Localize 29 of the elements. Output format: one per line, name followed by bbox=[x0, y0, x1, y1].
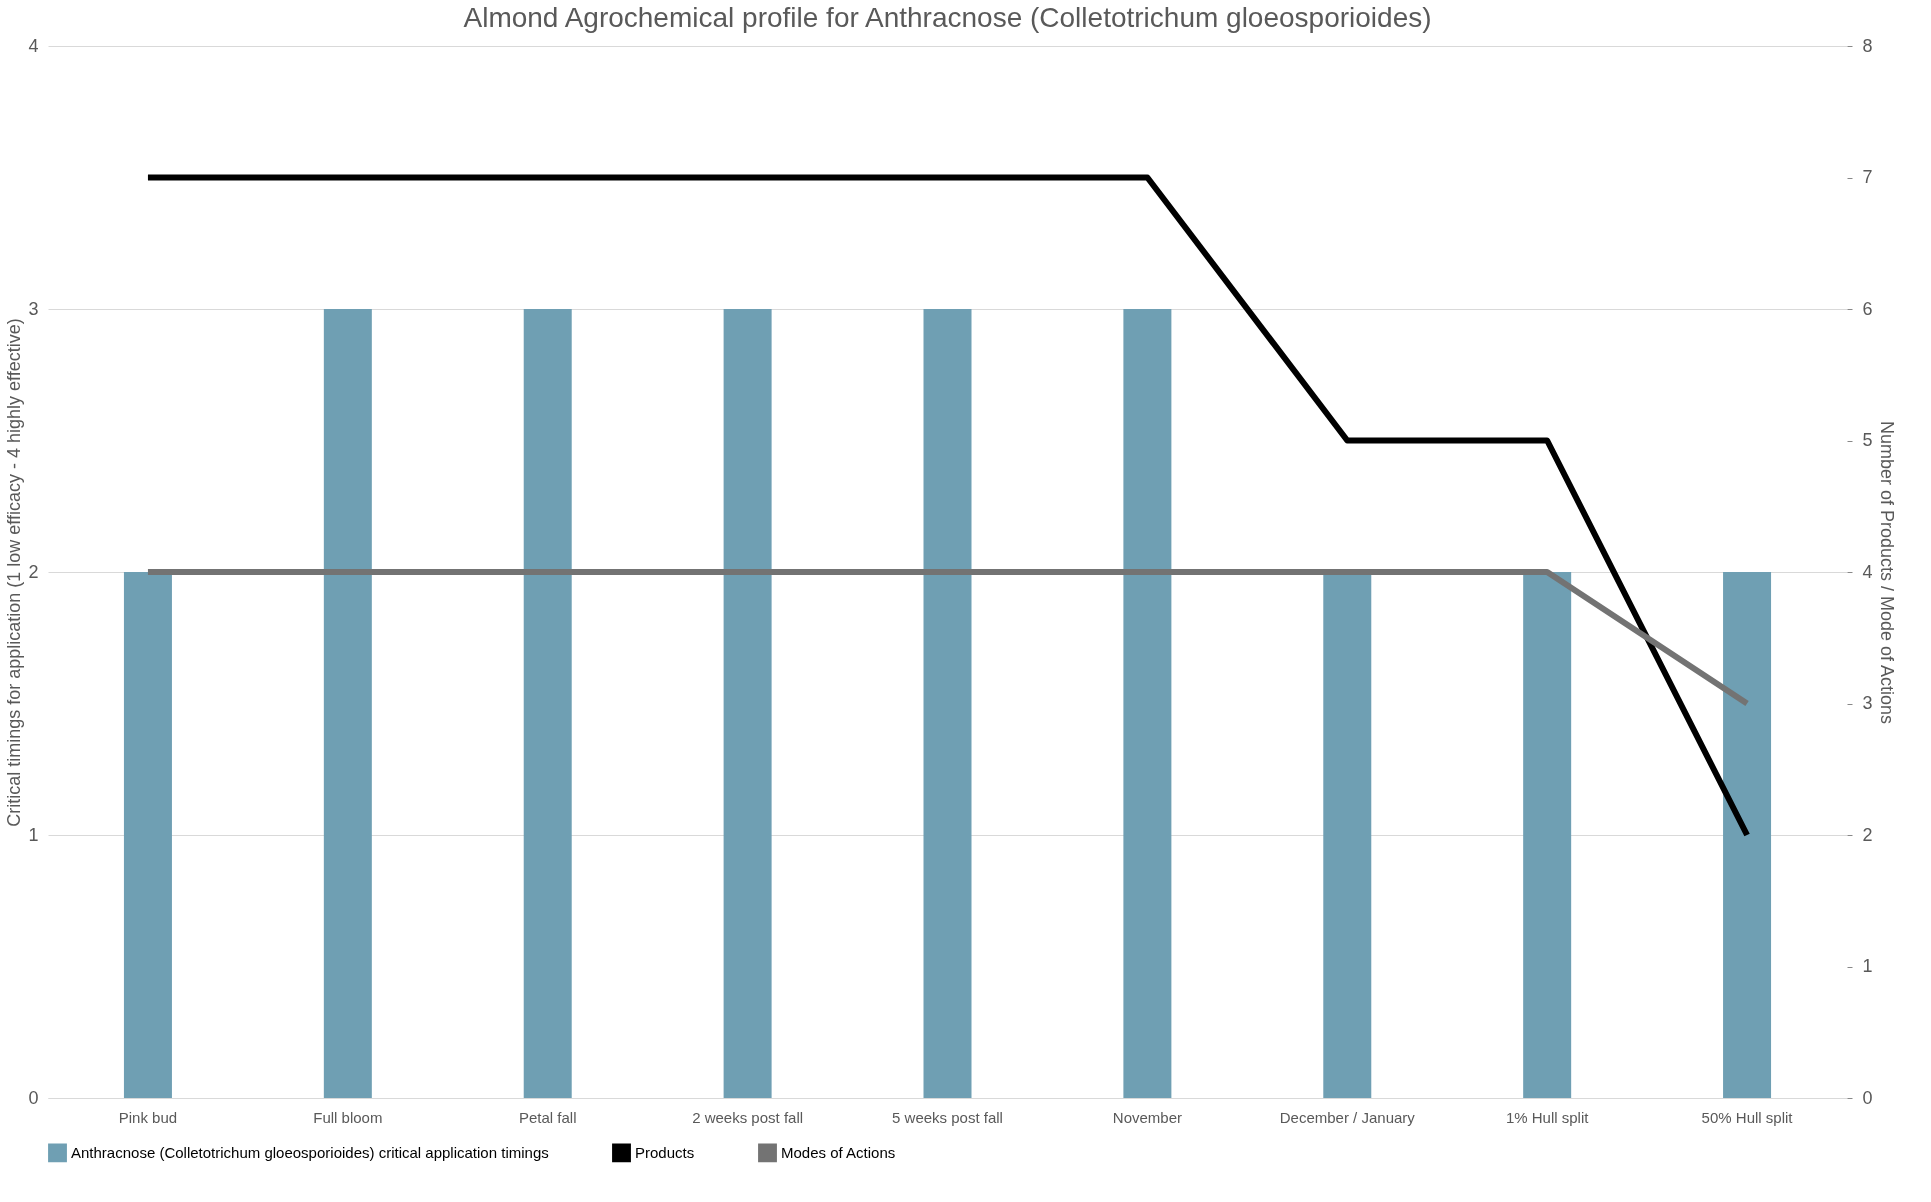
y2-tick-label: 8 bbox=[1862, 35, 1873, 56]
x-tick-label: 2 weeks post fall bbox=[692, 1108, 804, 1126]
legend-label: Modes of Actions bbox=[781, 1143, 896, 1161]
y2-tick-label: 2 bbox=[1862, 824, 1873, 845]
x-tick-label: November bbox=[1112, 1108, 1182, 1126]
x-tick-label: 50% Hull split bbox=[1701, 1108, 1794, 1126]
y2-tick-label: 1 bbox=[1862, 956, 1873, 976]
x-tick-label: 5 weeks post fall bbox=[892, 1108, 1003, 1126]
x-tick-label: December / January bbox=[1279, 1108, 1416, 1126]
y2-tick-label: 4 bbox=[1862, 561, 1873, 582]
legend-label: Anthracnose (Colletotrichum gloeosporioides) critical application timings bbox=[71, 1143, 549, 1161]
y-tick-label: 0 bbox=[28, 1087, 39, 1108]
legend-label: Products bbox=[635, 1143, 695, 1161]
x-tick-label: Full bloom bbox=[313, 1108, 383, 1126]
y2-tick-label: 5 bbox=[1862, 430, 1873, 450]
x-tick-label: 1% Hull split bbox=[1505, 1108, 1590, 1126]
y2-tick-label: 0 bbox=[1862, 1087, 1873, 1108]
y-axis-title: Critical timings for application (1 low efficacy - 4 highly effective) bbox=[4, 318, 25, 827]
y2-tick-label: 6 bbox=[1862, 298, 1873, 319]
y2-axis-title: Number of Products / Mode of Actions bbox=[1876, 420, 1897, 725]
y2-tick-label: 7 bbox=[1862, 167, 1873, 187]
y-tick-label: 1 bbox=[28, 824, 39, 845]
y2-tick-label: 3 bbox=[1862, 693, 1873, 713]
x-tick-label: Petal fall bbox=[518, 1108, 577, 1126]
y-tick-label: 4 bbox=[28, 35, 39, 56]
chart-title: Almond Agrochemical profile for Anthracnose (Colletotrichum gloeosporioides) bbox=[463, 2, 1432, 33]
x-tick-label: Pink bud bbox=[118, 1108, 178, 1126]
y-tick-label: 2 bbox=[28, 561, 39, 582]
y-tick-label: 3 bbox=[28, 298, 39, 319]
